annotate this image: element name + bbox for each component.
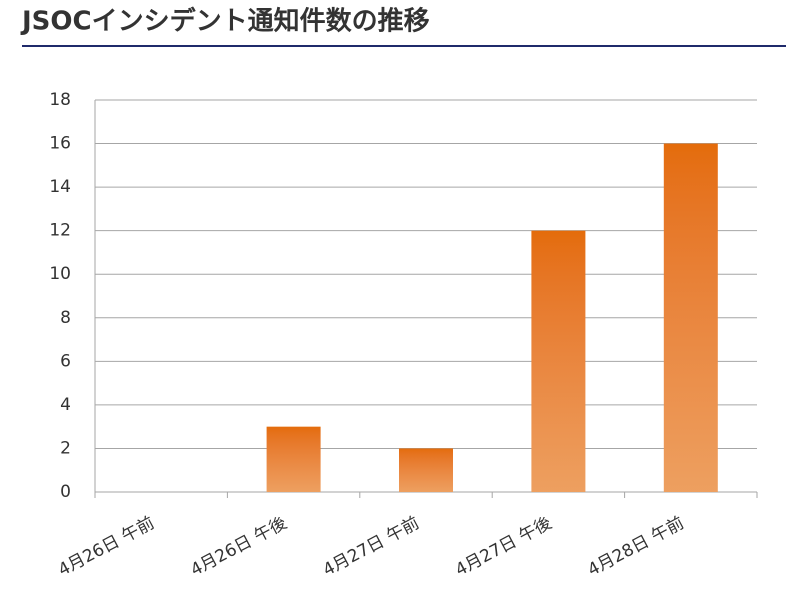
bar — [663, 143, 718, 493]
y-tick-label: 16 — [49, 134, 71, 154]
y-tick-label: 4 — [60, 395, 71, 415]
y-tick-label: 0 — [60, 482, 71, 502]
y-tick-label: 6 — [60, 351, 71, 371]
y-tick-label: 14 — [49, 177, 71, 197]
x-tick-label: 4月28日 午前 — [585, 513, 688, 580]
x-tick-label: 4月27日 午前 — [320, 513, 423, 580]
y-tick-label: 2 — [60, 438, 71, 458]
x-tick-label: 4月26日 午後 — [187, 513, 290, 580]
x-tick-label: 4月27日 午後 — [452, 513, 555, 580]
bar — [399, 448, 453, 492]
y-tick-label: 12 — [49, 221, 71, 241]
bar — [531, 230, 586, 492]
y-tick-label: 10 — [49, 264, 71, 284]
title-underline — [22, 45, 786, 47]
y-tick-label: 8 — [60, 308, 71, 328]
x-tick-label: 4月26日 午前 — [55, 513, 158, 580]
chart-title: JSOCインシデント通知件数の推移 — [20, 6, 430, 37]
bar — [266, 426, 321, 492]
y-tick-label: 18 — [49, 90, 71, 110]
